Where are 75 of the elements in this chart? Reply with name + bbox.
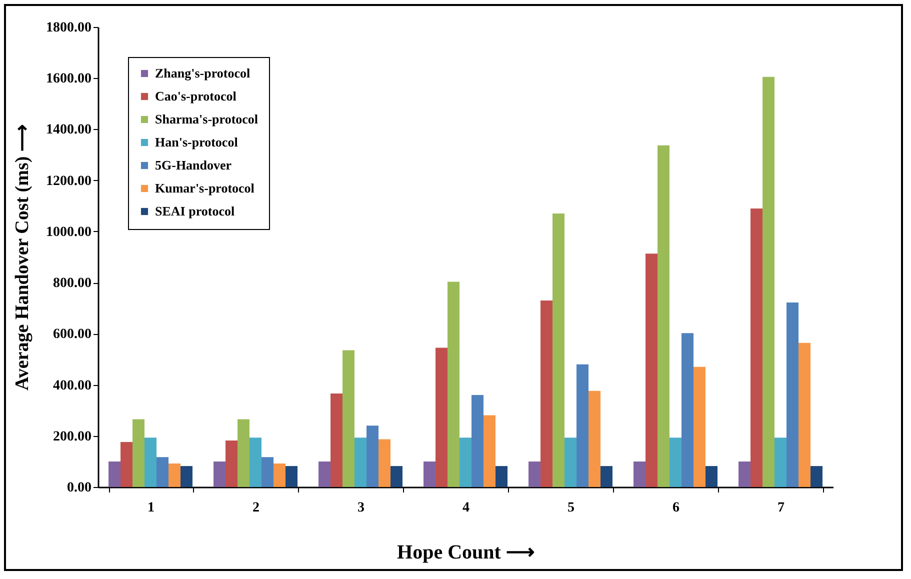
y-tick-label: 800.00 xyxy=(53,276,92,292)
bar xyxy=(330,393,342,487)
bar xyxy=(286,466,298,487)
y-tick-label: 600.00 xyxy=(53,327,92,342)
legend-label: Sharma's-protocol xyxy=(155,112,258,126)
bar xyxy=(366,426,378,487)
x-tick-label: 6 xyxy=(672,500,680,516)
bar xyxy=(658,145,670,487)
legend-label: 5G-Handover xyxy=(155,158,232,172)
bar xyxy=(682,333,694,487)
bar xyxy=(460,438,472,487)
y-tick-label: 1800.00 xyxy=(46,20,92,36)
y-tick-label: 0.00 xyxy=(67,480,92,496)
bar xyxy=(670,438,682,487)
x-tick-label: 2 xyxy=(252,500,260,516)
legend-label: SEAI protocol xyxy=(155,204,235,218)
legend-label: Cao's-protocol xyxy=(155,88,237,104)
bar xyxy=(108,461,120,487)
bar xyxy=(238,419,250,487)
bar xyxy=(354,438,366,487)
bar xyxy=(262,457,274,487)
bar xyxy=(180,466,192,487)
y-axis-title: Average Handover Cost (ms) ⟶ xyxy=(12,124,33,390)
bar xyxy=(564,438,576,487)
bar xyxy=(588,390,600,487)
bar xyxy=(318,461,330,487)
y-tick-label: 1000.00 xyxy=(46,224,92,240)
legend-label: Han's-protocol xyxy=(155,134,238,150)
x-tick-label: 5 xyxy=(568,500,574,516)
x-tick-label: 3 xyxy=(358,500,364,516)
bar xyxy=(738,461,750,487)
bar xyxy=(810,466,822,487)
y-tick-label: 400.00 xyxy=(53,378,92,394)
bar xyxy=(484,415,496,487)
x-tick-label: 7 xyxy=(778,500,784,516)
bar xyxy=(528,461,540,487)
bar xyxy=(424,461,436,487)
bar xyxy=(496,466,508,487)
bar xyxy=(552,214,564,487)
bar xyxy=(576,364,588,487)
bar xyxy=(706,466,718,487)
bar xyxy=(144,438,156,487)
bar xyxy=(120,442,132,487)
bar xyxy=(472,395,484,487)
x-tick-label: 4 xyxy=(462,500,470,516)
legend-label: Kumar's-protocol xyxy=(155,180,255,196)
y-tick-label: 1200.00 xyxy=(46,174,92,189)
bar xyxy=(436,348,448,487)
bar xyxy=(540,300,552,487)
bar xyxy=(274,463,286,487)
bar xyxy=(600,466,612,487)
bar xyxy=(646,254,658,487)
bar xyxy=(798,342,810,487)
y-tick-label: 1400.00 xyxy=(46,122,92,138)
bar xyxy=(132,419,144,487)
x-axis-title: Hope Count ⟶ xyxy=(397,542,535,564)
y-tick-label: 200.00 xyxy=(53,429,92,444)
y-tick-label: 1600.00 xyxy=(46,72,92,87)
bar xyxy=(226,440,238,487)
bar xyxy=(774,438,786,487)
bar xyxy=(694,366,706,487)
bar xyxy=(342,350,354,487)
bar xyxy=(390,466,402,487)
bar xyxy=(634,461,646,487)
legend-label: Zhang's-protocol xyxy=(155,66,250,80)
bar xyxy=(250,438,262,487)
bar xyxy=(156,457,168,487)
bar xyxy=(378,439,390,487)
bar xyxy=(448,282,460,487)
x-tick-label: 1 xyxy=(148,500,154,516)
bar xyxy=(214,461,226,487)
bar xyxy=(750,208,762,487)
bar xyxy=(762,76,774,487)
bar xyxy=(786,302,798,487)
bar xyxy=(168,463,180,487)
